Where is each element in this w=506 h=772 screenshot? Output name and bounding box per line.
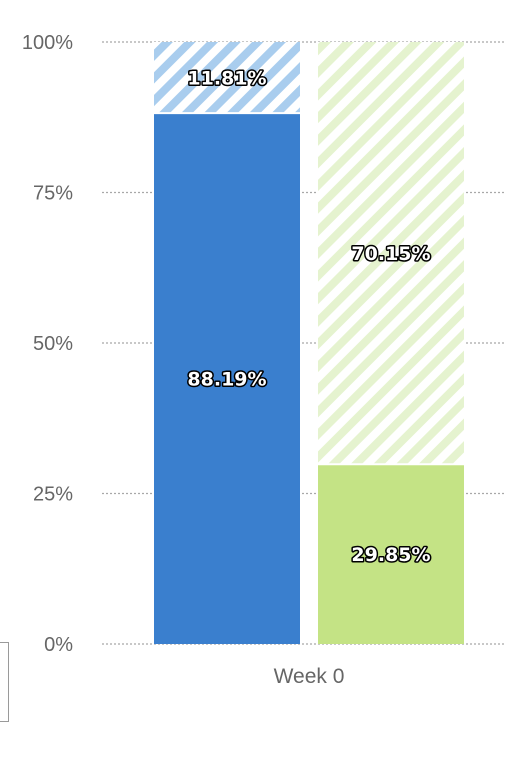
y-tick-label: 25% [33,484,73,506]
data-labels: 88.19% 11.81% 29.85% 70.15% [186,66,432,568]
bar-segment-1-2 [154,42,300,114]
y-tick-label: 0% [44,634,73,656]
data-label: 70.15% [351,243,430,265]
data-label: 88.19% [187,369,266,391]
y-tick-label: 100% [22,32,73,54]
bar-segment-2-1 [318,464,464,644]
bar-segment-2-2 [318,42,464,465]
x-tick-label-week-0: Week 0 [274,665,345,688]
bar-segment-1-1 [154,113,300,645]
y-axis: 0% 25% 50% 75% 100% [22,32,73,656]
y-tick-label: 50% [33,333,73,355]
y-tick-label: 75% [33,183,73,205]
data-label: 29.85% [351,544,430,566]
legend-box-edge [0,642,9,722]
data-label: 11.81% [187,68,266,90]
bars [154,42,464,645]
